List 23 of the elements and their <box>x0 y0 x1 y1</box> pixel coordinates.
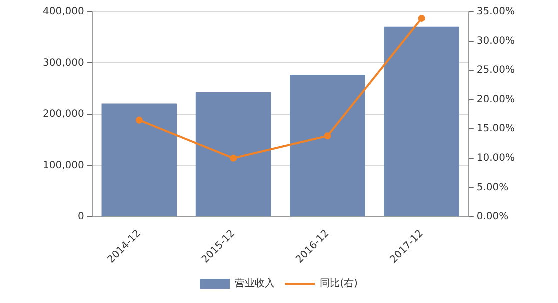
y-tick-label: 400,000 <box>42 6 84 18</box>
y2-tick-label: 20.00% <box>476 94 516 106</box>
point <box>418 14 426 22</box>
y2-tick-label: 30.00% <box>476 36 516 47</box>
y2-tick-label: 10.00% <box>476 153 516 164</box>
legend-label: 同比(右) <box>320 278 358 290</box>
legend-label: 营业收入 <box>235 278 276 290</box>
point <box>324 132 332 140</box>
bar <box>102 104 178 216</box>
y-tick-label: 0 <box>78 212 84 223</box>
bar <box>384 26 460 216</box>
y2-tick-label: 0.00% <box>476 212 509 223</box>
y-tick-label: 100,000 <box>42 160 84 172</box>
point <box>136 116 143 124</box>
bar <box>290 75 366 216</box>
y2-tick-label: 5.00% <box>476 182 509 194</box>
y-tick-label: 200,000 <box>42 109 84 120</box>
bar <box>196 92 272 216</box>
point <box>230 154 238 162</box>
y-tick-label: 300,000 <box>42 58 84 69</box>
y2-tick-label: 35.00% <box>476 6 516 18</box>
y2-tick-label: 15.00% <box>476 124 516 135</box>
y2-tick-label: 25.00% <box>476 65 516 76</box>
